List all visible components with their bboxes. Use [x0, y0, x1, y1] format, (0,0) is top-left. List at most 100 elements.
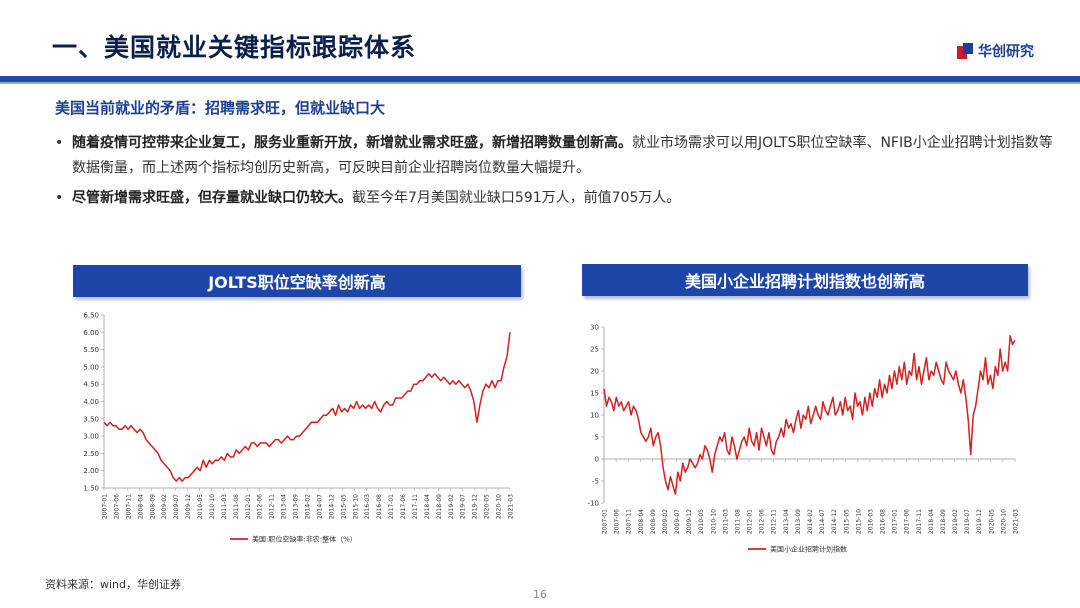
x-tick-label: 2013-09 [293, 494, 300, 519]
x-tick-label: 2012-01 [245, 494, 252, 519]
x-tick-label: 2010-05 [197, 494, 204, 519]
x-tick-label: 2011-03 [221, 494, 228, 519]
x-tick-label: 2009-12 [185, 494, 192, 519]
x-tick-label: 2018-09 [940, 509, 947, 534]
x-tick-label: 2015-10 [352, 494, 359, 519]
y-tick-label: 5 [595, 434, 599, 442]
x-tick-label: 2013-04 [281, 494, 288, 519]
series-line [603, 335, 1016, 495]
x-tick-label: 2013-04 [783, 509, 790, 534]
x-tick-label: 2016-08 [376, 494, 383, 519]
y-tick-label: 4.50 [83, 381, 99, 389]
x-tick-label: 2019-12 [976, 509, 983, 534]
brand-logo: 华创研究 [957, 40, 1034, 62]
x-tick-label: 2018-09 [436, 494, 443, 519]
x-tick-label: 2014-02 [305, 494, 312, 519]
legend-label: 美国小企业招聘计划指数 [770, 545, 847, 554]
x-tick-label: 2008-04 [638, 509, 645, 534]
x-tick-label: 2010-05 [698, 509, 705, 534]
bullet-bold-text: 尽管新增需求旺盛，但存量就业缺口仍较大。 [72, 190, 352, 206]
legend-label: 美国:职位空缺率:非农:整体（%） [252, 535, 357, 544]
x-tick-label: 2019-07 [460, 494, 467, 519]
x-tick-label: 2017-01 [388, 494, 395, 519]
x-tick-label: 2021-03 [1013, 509, 1020, 534]
y-tick-label: -10 [588, 500, 599, 508]
bullet-item: • 尽管新增需求旺盛，但存量就业缺口仍较大。截至今年7月美国就业缺口591万人，… [55, 186, 1065, 211]
chart-title-nfib: 美国小企业招聘计划指数也创新高 [582, 264, 1028, 296]
x-tick-label: 2013-09 [795, 509, 802, 534]
bullet-bold-text: 随着疫情可控带来企业复工，服务业重新开放，新增就业需求旺盛，新增招聘数量创新高。 [72, 135, 632, 151]
page-number: 16 [533, 588, 547, 601]
x-tick-label: 2019-07 [964, 509, 971, 534]
x-tick-label: 2017-06 [400, 494, 407, 519]
x-tick-label: 2015-10 [855, 509, 862, 534]
x-tick-label: 2011-08 [734, 509, 741, 534]
y-tick-label: 6.50 [83, 312, 99, 320]
bullet-dot-icon: • [55, 135, 64, 151]
x-tick-label: 2016-03 [867, 509, 874, 534]
x-tick-label: 2007-11 [125, 494, 132, 519]
y-tick-label: 20 [590, 368, 599, 376]
x-tick-label: 2015-05 [340, 494, 347, 519]
x-tick-label: 2011-03 [722, 509, 729, 534]
x-tick-label: 2019-12 [472, 494, 479, 519]
x-tick-label: 2009-02 [662, 509, 669, 534]
x-tick-label: 2020-05 [988, 509, 995, 534]
x-tick-label: 2007-06 [113, 494, 120, 519]
header-divider-shadow [0, 82, 1080, 84]
x-tick-label: 2017-06 [904, 509, 911, 534]
x-tick-label: 2012-01 [747, 509, 754, 534]
x-tick-label: 2016-08 [880, 509, 887, 534]
x-tick-label: 2018-04 [928, 509, 935, 534]
y-tick-label: 0 [595, 456, 599, 464]
x-tick-label: 2012-11 [771, 509, 778, 534]
y-tick-label: 15 [590, 390, 599, 398]
x-tick-label: 2007-06 [614, 509, 621, 534]
bullet-item: • 随着疫情可控带来企业复工，服务业重新开放，新增就业需求旺盛，新增招聘数量创新… [55, 131, 1065, 181]
x-tick-label: 2021-03 [508, 494, 515, 519]
y-tick-label: 1.50 [83, 485, 99, 493]
x-tick-label: 2015-05 [843, 509, 850, 534]
y-tick-label: -5 [592, 478, 599, 486]
x-tick-label: 2009-12 [686, 509, 693, 534]
x-tick-label: 2018-04 [424, 494, 431, 519]
x-tick-label: 2009-07 [674, 509, 681, 534]
y-tick-label: 4.00 [83, 398, 99, 406]
y-tick-label: 25 [590, 346, 599, 354]
bullet-text: 就业市场需求可以用JOLTS职位空缺率、NFIB小企业招聘计划指数等数据衡量，而… [72, 135, 1053, 176]
y-tick-label: 10 [590, 412, 599, 420]
y-tick-label: 6.00 [83, 329, 99, 337]
x-tick-label: 2012-06 [759, 509, 766, 534]
y-tick-label: 3.50 [83, 415, 99, 423]
x-tick-label: 2008-09 [650, 509, 657, 534]
bullet-dot-icon: • [55, 190, 64, 206]
y-tick-label: 3.00 [83, 433, 99, 441]
x-tick-label: 2019-02 [448, 494, 455, 519]
y-tick-label: 5.50 [83, 346, 99, 354]
x-tick-label: 2014-02 [807, 509, 814, 534]
logo-text: 华创研究 [978, 44, 1034, 60]
x-tick-label: 2020-10 [1000, 509, 1007, 534]
x-tick-label: 2014-07 [316, 494, 323, 519]
y-tick-label: 30 [590, 324, 599, 332]
jolts-line-chart: 1.50 2.00 2.50 3.00 3.50 4.00 4.50 5.00 5.50 6.00… [83, 312, 515, 544]
x-tick-label: 2007-11 [626, 509, 633, 534]
x-tick-label: 2010-10 [710, 509, 717, 534]
section-subtitle: 美国当前就业的矛盾：招聘需求旺，但就业缺口大 [55, 99, 386, 117]
x-tick-label: 2014-12 [328, 494, 335, 519]
x-tick-label: 2012-06 [257, 494, 264, 519]
x-tick-label: 2012-11 [269, 494, 276, 519]
x-tick-label: 2020-10 [496, 494, 503, 519]
x-tick-label: 2014-07 [819, 509, 826, 534]
x-tick-label: 2008-09 [149, 494, 156, 519]
y-tick-label: 2.50 [83, 450, 99, 458]
x-tick-label: 2017-11 [916, 509, 923, 534]
x-tick-label: 2009-07 [173, 494, 180, 519]
bullet-text: 截至今年7月美国就业缺口591万人，前值705万人。 [352, 190, 681, 206]
x-tick-label: 2016-03 [364, 494, 371, 519]
x-tick-label: 2010-10 [209, 494, 216, 519]
x-tick-label: 2008-04 [137, 494, 144, 519]
y-tick-label: 2.00 [83, 467, 99, 475]
x-tick-label: 2020-05 [484, 494, 491, 519]
chart-title-jolts: JOLTS职位空缺率创新高 [73, 265, 521, 297]
